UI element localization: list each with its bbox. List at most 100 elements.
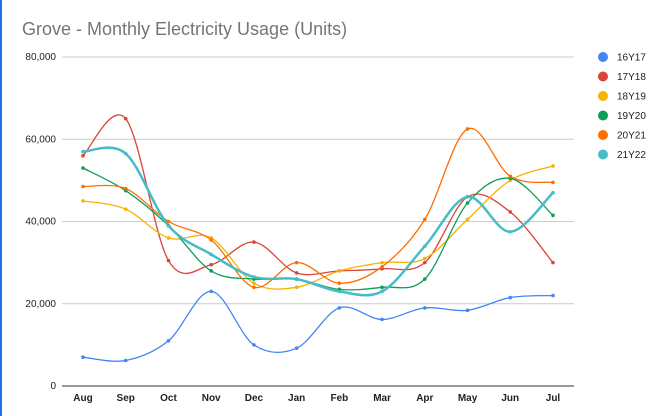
series-line-16Y17 (82, 290, 554, 362)
legend-label-20Y21: 20Y21 (617, 131, 646, 142)
data-point-20Y21 (252, 285, 256, 290)
y-axis-ticks: 0 20,000 40,000 60,000 80,000 (25, 52, 56, 392)
x-tick-label: Apr (416, 393, 433, 404)
legend-label-18Y19: 18Y19 (617, 92, 646, 103)
y-tick-label: 0 (50, 381, 56, 392)
data-point-17Y18 (166, 258, 171, 263)
series-points (81, 116, 555, 363)
data-point-21Y22 (252, 275, 256, 279)
data-point-20Y21 (551, 180, 555, 185)
data-point-21Y22 (508, 229, 513, 234)
data-point-21Y22 (337, 289, 342, 294)
data-point-16Y17 (380, 317, 384, 322)
data-point-18Y19 (294, 285, 299, 290)
legend-marker-18Y19 (598, 91, 608, 101)
data-point-20Y21 (166, 219, 171, 224)
y-tick-label: 20,000 (25, 299, 56, 310)
data-point-18Y19 (252, 281, 256, 285)
y-tick-label: 80,000 (25, 52, 56, 63)
data-point-21Y22 (551, 190, 555, 195)
y-tick-label: 40,000 (25, 217, 56, 228)
data-point-20Y21 (209, 238, 213, 242)
data-point-21Y22 (209, 252, 213, 257)
data-point-17Y18 (123, 116, 128, 121)
data-point-20Y21 (81, 184, 85, 189)
data-point-20Y21 (423, 217, 427, 222)
data-point-19Y20 (551, 213, 555, 218)
x-tick-label: Nov (202, 393, 221, 404)
data-point-16Y17 (508, 295, 513, 300)
data-point-17Y18 (423, 260, 427, 265)
data-point-16Y17 (252, 343, 256, 347)
legend-marker-16Y17 (598, 52, 608, 62)
y-tick-label: 60,000 (25, 134, 56, 145)
x-tick-label: Sep (117, 393, 135, 404)
data-point-16Y17 (294, 346, 299, 350)
legend-label-17Y18: 17Y18 (617, 72, 646, 83)
data-point-16Y17 (337, 306, 342, 310)
data-point-20Y21 (465, 127, 470, 131)
grid-lines (62, 56, 574, 387)
x-tick-label: Dec (245, 393, 264, 404)
legend-label-21Y22: 21Y22 (617, 150, 646, 161)
data-point-20Y21 (380, 264, 384, 269)
data-point-16Y17 (209, 289, 213, 294)
data-point-18Y19 (337, 269, 342, 273)
x-tick-label: Aug (73, 393, 92, 404)
x-tick-label: May (458, 393, 478, 404)
data-point-20Y21 (123, 186, 128, 191)
x-tick-label: Feb (330, 393, 348, 404)
x-tick-label: Jul (546, 393, 561, 404)
data-point-17Y18 (81, 153, 85, 158)
legend-marker-19Y20 (598, 110, 608, 121)
data-point-19Y20 (465, 201, 470, 205)
data-point-19Y20 (380, 285, 384, 290)
data-point-18Y19 (465, 217, 470, 222)
legend-label-16Y17: 16Y17 (617, 53, 646, 64)
data-point-17Y18 (508, 210, 513, 214)
data-point-18Y19 (423, 256, 427, 261)
data-point-21Y22 (166, 223, 171, 228)
data-point-21Y22 (380, 289, 384, 294)
x-tick-label: Mar (373, 393, 391, 404)
x-tick-label: Oct (160, 393, 177, 404)
data-point-20Y21 (337, 281, 342, 285)
data-point-18Y19 (551, 164, 555, 168)
series-line-21Y22 (82, 146, 554, 297)
data-point-16Y17 (551, 293, 555, 298)
data-point-16Y17 (123, 358, 128, 363)
data-point-21Y22 (123, 151, 128, 156)
data-point-17Y18 (294, 271, 299, 275)
data-point-16Y17 (465, 308, 470, 313)
series-line-20Y21 (82, 127, 554, 289)
legend: 16Y17 17Y18 18Y19 19Y20 20Y21 21Y22 (598, 52, 646, 161)
data-point-17Y18 (209, 262, 213, 267)
data-point-19Y20 (423, 277, 427, 281)
data-point-17Y18 (551, 260, 555, 265)
legend-label-19Y20: 19Y20 (617, 111, 646, 122)
series-lines (82, 114, 554, 362)
data-point-21Y22 (294, 277, 299, 281)
data-point-16Y17 (81, 355, 85, 360)
data-point-19Y20 (81, 166, 85, 170)
data-point-18Y19 (166, 236, 171, 240)
x-tick-label: Jun (501, 393, 519, 404)
legend-marker-20Y21 (598, 130, 608, 140)
data-point-21Y22 (465, 195, 470, 199)
data-point-21Y22 (423, 244, 427, 248)
legend-marker-17Y18 (598, 71, 608, 82)
data-point-20Y21 (508, 174, 513, 179)
x-tick-label: Jan (288, 393, 305, 404)
data-point-21Y22 (81, 149, 85, 154)
legend-marker-21Y22 (598, 149, 608, 160)
chart-title: Grove - Monthly Electricity Usage (Units… (22, 19, 348, 39)
data-point-16Y17 (166, 338, 171, 343)
data-point-20Y21 (294, 260, 299, 265)
data-point-18Y19 (81, 199, 85, 203)
data-point-18Y19 (123, 207, 128, 211)
data-point-17Y18 (252, 240, 256, 244)
series-line-18Y19 (82, 165, 554, 290)
data-point-16Y17 (423, 306, 427, 310)
